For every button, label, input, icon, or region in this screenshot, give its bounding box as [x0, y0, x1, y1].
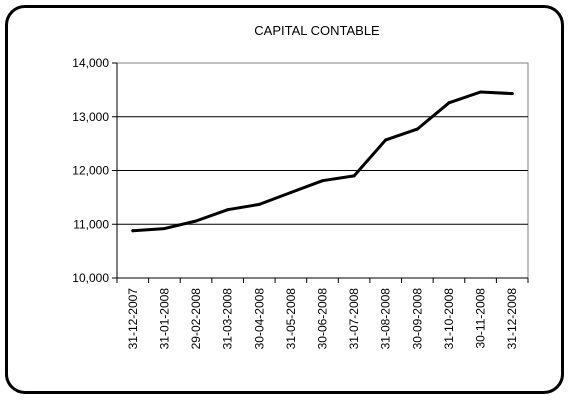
x-tick-label: 31-05-2008: [284, 288, 298, 350]
series-layer: [131, 90, 514, 233]
chart-title: CAPITAL CONTABLE: [254, 23, 380, 38]
x-tick-label: 31-03-2008: [221, 288, 235, 350]
data-point: [479, 90, 483, 94]
x-tick-label: 31-08-2008: [379, 288, 393, 350]
x-tick-label: 31-07-2008: [347, 288, 361, 350]
x-tick-label: 29-02-2008: [189, 288, 203, 350]
x-tick-label: 30-06-2008: [316, 288, 330, 350]
x-tick-label: 31-10-2008: [442, 288, 456, 350]
y-tick-label: 10,000: [72, 271, 109, 285]
y-tick-label: 11,000: [73, 217, 109, 231]
data-point: [226, 208, 230, 212]
data-point: [194, 219, 198, 223]
axes: [112, 62, 529, 283]
data-point: [510, 92, 514, 96]
data-point: [447, 101, 451, 105]
y-tick-label: 12,000: [72, 164, 109, 178]
y-tick-label: 13,000: [72, 110, 109, 124]
data-point: [257, 202, 261, 206]
data-point: [162, 227, 166, 231]
data-point: [352, 174, 356, 178]
y-tick-labels: 10,000 11,000 12,000 13,000 14,000: [72, 56, 109, 285]
x-tick-label: 30-11-2008: [474, 288, 488, 349]
x-tick-labels: 31-12-2007 31-01-2008 29-02-2008 31-03-2008…: [126, 288, 519, 350]
data-point: [415, 127, 419, 131]
x-tick-label: 30-09-2008: [410, 288, 424, 350]
data-point: [131, 229, 135, 233]
x-tick-label: 30-04-2008: [252, 288, 266, 350]
data-point: [384, 138, 388, 142]
y-tick-label: 14,000: [72, 56, 109, 70]
x-tick-label: 31-12-2008: [505, 288, 519, 350]
x-tick-label: 31-12-2007: [126, 288, 140, 350]
x-tick-label: 31-01-2008: [157, 288, 171, 350]
data-point: [289, 191, 293, 195]
data-point: [321, 179, 324, 183]
